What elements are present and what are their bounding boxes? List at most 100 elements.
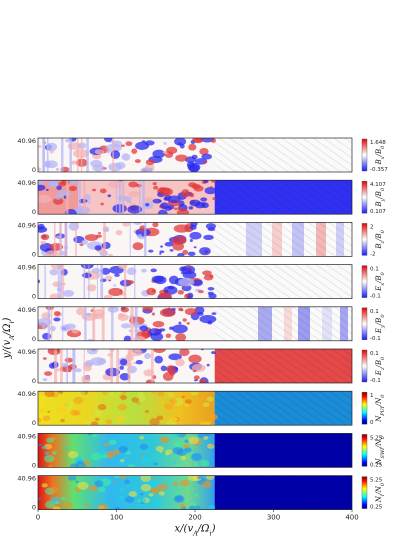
y-tick-label: 40.96 (17, 432, 36, 440)
density-blob (119, 487, 125, 492)
density-blob (99, 478, 104, 481)
turbulence-blob (94, 149, 105, 155)
heatmap-5 (38, 306, 352, 341)
turbulence-blob (65, 323, 76, 330)
density-blob (95, 417, 100, 421)
density-blob (136, 504, 141, 507)
turbulence-blob (199, 378, 207, 383)
turbulence-blob (178, 321, 182, 325)
density-blob (50, 496, 62, 505)
colorbar-min: -2 (370, 251, 375, 257)
density-blob (82, 405, 92, 413)
turbulence-blob (125, 141, 133, 147)
y-tick-label: 0 (32, 293, 36, 301)
turbulence-blob (159, 252, 162, 255)
turbulence-blob (128, 190, 141, 198)
oblique-waves (214, 306, 352, 341)
turbulence-blob (53, 317, 61, 322)
striation (59, 264, 63, 299)
density-blob (184, 447, 192, 453)
turbulence-blob (201, 153, 212, 160)
density-blob (85, 413, 95, 420)
turbulence-blob (117, 314, 129, 321)
striation (66, 349, 68, 383)
turbulence-blob (148, 249, 154, 253)
density-blob (190, 391, 199, 396)
turbulence-blob (182, 271, 197, 279)
striation (50, 306, 53, 341)
turbulence-blob (199, 247, 211, 256)
density-blob (118, 495, 125, 500)
turbulence-blob (162, 372, 174, 381)
turbulence-blob (100, 202, 104, 206)
oblique-waves (214, 180, 352, 215)
turbulence-blob (207, 287, 215, 291)
turbulence-blob (180, 236, 185, 240)
turbulence-blob (107, 194, 112, 198)
turbulence-blob (189, 231, 202, 240)
striation (80, 138, 83, 172)
striation (69, 138, 73, 172)
density-blob (70, 451, 73, 454)
turbulence-blob (79, 243, 84, 247)
turbulence-blob (151, 289, 156, 293)
turbulence-blob (86, 349, 98, 355)
colorbar-min: -0.1 (370, 294, 381, 300)
colorbar (361, 223, 368, 256)
density-blob (156, 391, 165, 397)
density-blob (174, 441, 183, 448)
panel-frame (37, 390, 353, 426)
density-blob (114, 506, 121, 510)
turbulence-blob (131, 148, 138, 154)
density-blob (108, 439, 117, 446)
colorbar (361, 180, 368, 214)
density-blob (41, 445, 47, 450)
colorbar-label: Bz/B0 (375, 229, 386, 249)
density-blob (61, 496, 66, 501)
turbulence-blob (159, 308, 176, 317)
turbulence-blob (163, 141, 167, 145)
turbulence-blob (39, 198, 42, 201)
turbulence-blob (43, 371, 53, 376)
colorbar-label: NSWI/N0 (375, 435, 386, 465)
density-blob (157, 483, 168, 491)
panel-4: 40.96 0 0.1 -0.1 Ex/B0 (17, 264, 386, 301)
turbulence-blob (95, 234, 103, 238)
density-blob (120, 395, 128, 401)
turbulence-blob (187, 265, 191, 269)
turbulence-blob (186, 321, 190, 325)
turbulence-blob (88, 201, 91, 204)
turbulence-blob (186, 161, 196, 169)
density-blob (179, 479, 190, 487)
density-blob (56, 405, 67, 414)
density-blob (168, 398, 178, 405)
turbulence-blob (197, 311, 204, 316)
heatmap-3 (38, 222, 352, 257)
turbulence-blob (151, 275, 164, 283)
heatmap-9 (38, 475, 352, 510)
turbulence-blob (140, 167, 153, 172)
turbulence-blob (181, 189, 190, 198)
density-blob (98, 449, 107, 456)
striation (116, 349, 120, 383)
turbulence-blob (38, 145, 42, 148)
density-blob (173, 495, 185, 503)
turbulence-blob (166, 146, 178, 154)
turbulence-blob (178, 142, 182, 146)
density-blob (87, 433, 93, 436)
density-blob (52, 406, 57, 409)
density-blob (73, 396, 84, 405)
striation (115, 180, 117, 215)
oblique-waves (214, 475, 352, 510)
turbulence-blob (111, 140, 122, 147)
turbulence-blob (49, 325, 56, 332)
density-blob (184, 439, 190, 443)
turbulence-blob (168, 275, 179, 285)
density-blob (137, 391, 144, 396)
density-blob (93, 410, 102, 417)
colorbar-max: 0.1 (370, 309, 379, 315)
turbulence-blob (174, 138, 187, 146)
density-blob (39, 408, 47, 413)
